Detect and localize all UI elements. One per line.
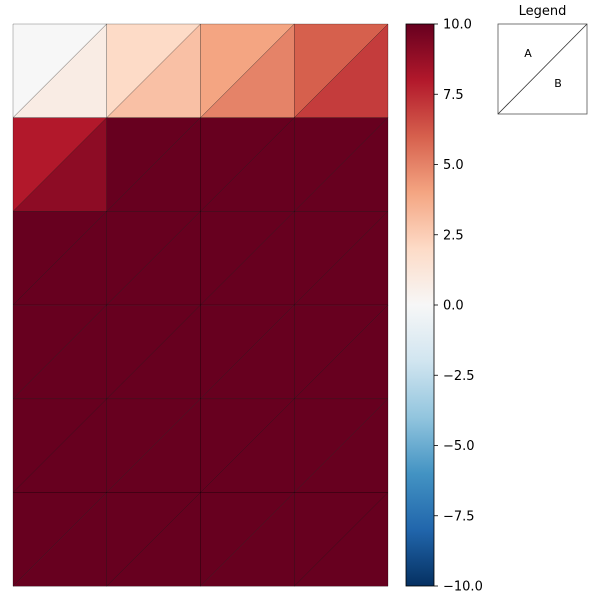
colorbar-tick-label-0: 10.0 [443, 18, 472, 33]
colorbar-gradient [405, 23, 435, 587]
legend-label-a: A [524, 47, 532, 60]
colorbar-tick-label-6: −5.0 [443, 439, 475, 454]
colorbar-tick-label-7: −7.5 [443, 509, 475, 524]
heatmap-plot-area [12, 23, 389, 587]
colorbar-tick-label-4: 0.0 [443, 299, 464, 314]
colorbar-tick-label-2: 5.0 [443, 158, 464, 173]
legend: Legend A B [497, 4, 588, 115]
legend-box [497, 23, 588, 115]
cell-r5-c3-triangle-b [293, 491, 389, 587]
colorbar: 10.0 7.5 5.0 2.5 0.0 −2.5 −5.0 −7.5 −10.0 [405, 18, 483, 595]
colorbar-tick-label-8: −10.0 [443, 580, 483, 595]
legend-title: Legend [519, 4, 567, 19]
colorbar-tick-label-3: 2.5 [443, 228, 464, 243]
legend-diagonal [497, 23, 588, 115]
colorbar-tick-label-5: −2.5 [443, 369, 475, 384]
colorbar-ticks: 10.0 7.5 5.0 2.5 0.0 −2.5 −5.0 −7.5 −10.0 [434, 18, 483, 595]
legend-label-b: B [554, 77, 562, 90]
colorbar-tick-label-1: 7.5 [443, 88, 464, 103]
